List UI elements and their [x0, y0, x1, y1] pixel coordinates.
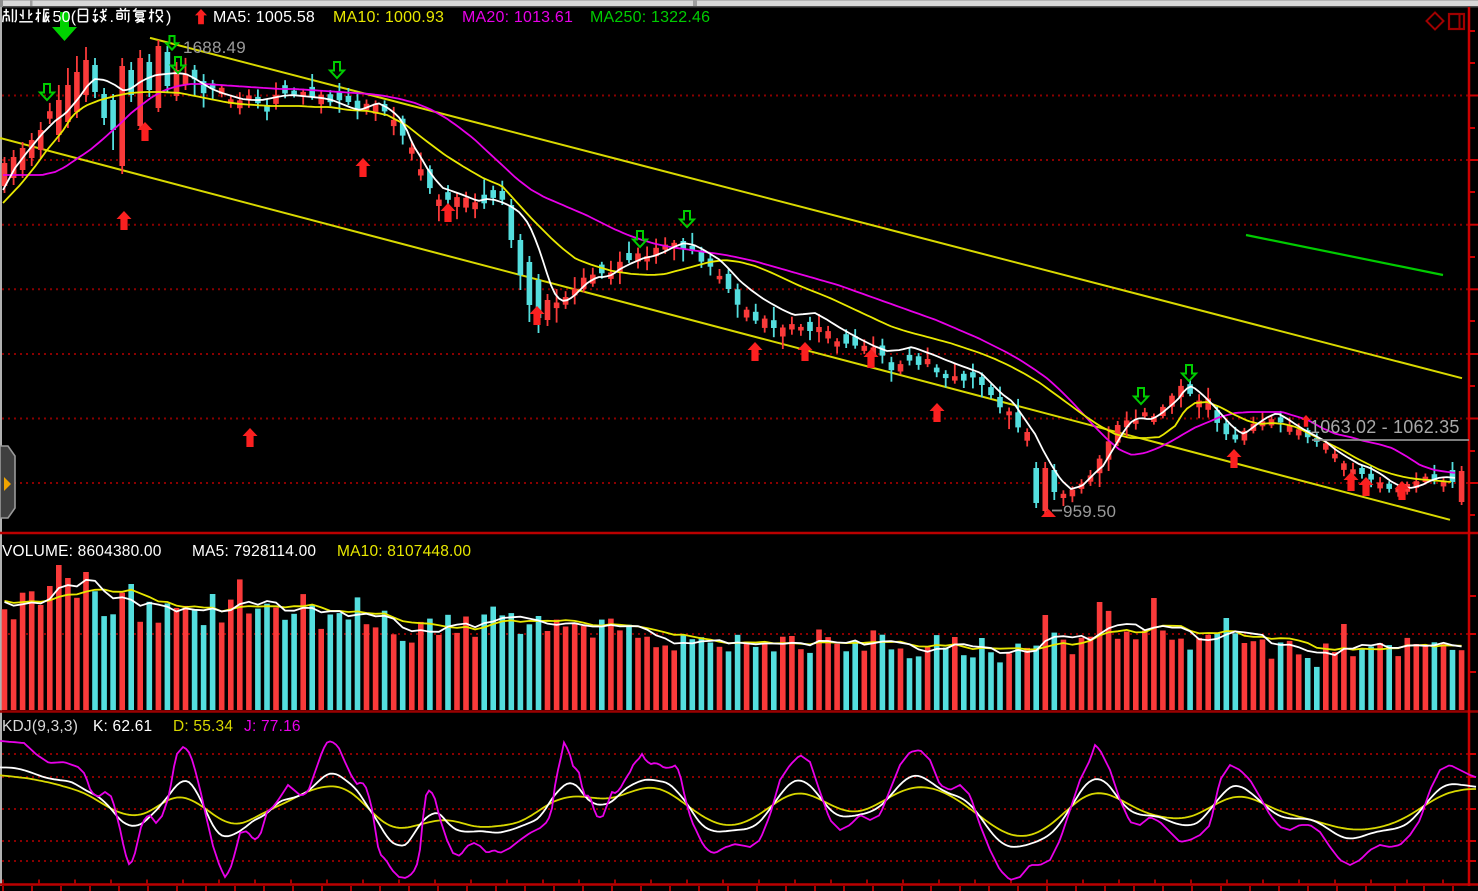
svg-text:MA10: 8107448.00: MA10: 8107448.00 [337, 543, 471, 560]
svg-text:): ) [166, 9, 172, 26]
svg-text:K: 62.61: K: 62.61 [93, 718, 152, 735]
svg-text:J: 77.16: J: 77.16 [244, 718, 301, 735]
svg-text:.: . [110, 9, 115, 26]
svg-text:KDJ(9,3,3): KDJ(9,3,3) [2, 718, 78, 735]
svg-text:VOLUME: 8604380.00: VOLUME: 8604380.00 [2, 543, 162, 560]
svg-text:D: 55.34: D: 55.34 [173, 718, 233, 735]
svg-text:MA5: 1005.58: MA5: 1005.58 [213, 9, 315, 26]
svg-text:1063.02 - 1062.35: 1063.02 - 1062.35 [1310, 417, 1460, 437]
svg-text:MA10: 1000.93: MA10: 1000.93 [333, 9, 444, 26]
svg-text:50(: 50( [53, 9, 77, 26]
svg-text:MA20: 1013.61: MA20: 1013.61 [462, 9, 573, 26]
svg-text:959.50: 959.50 [1063, 502, 1116, 521]
svg-text:MA5: 7928114.00: MA5: 7928114.00 [192, 543, 316, 560]
svg-text:MA250: 1322.46: MA250: 1322.46 [590, 9, 710, 26]
svg-text:1688.49: 1688.49 [183, 38, 246, 57]
